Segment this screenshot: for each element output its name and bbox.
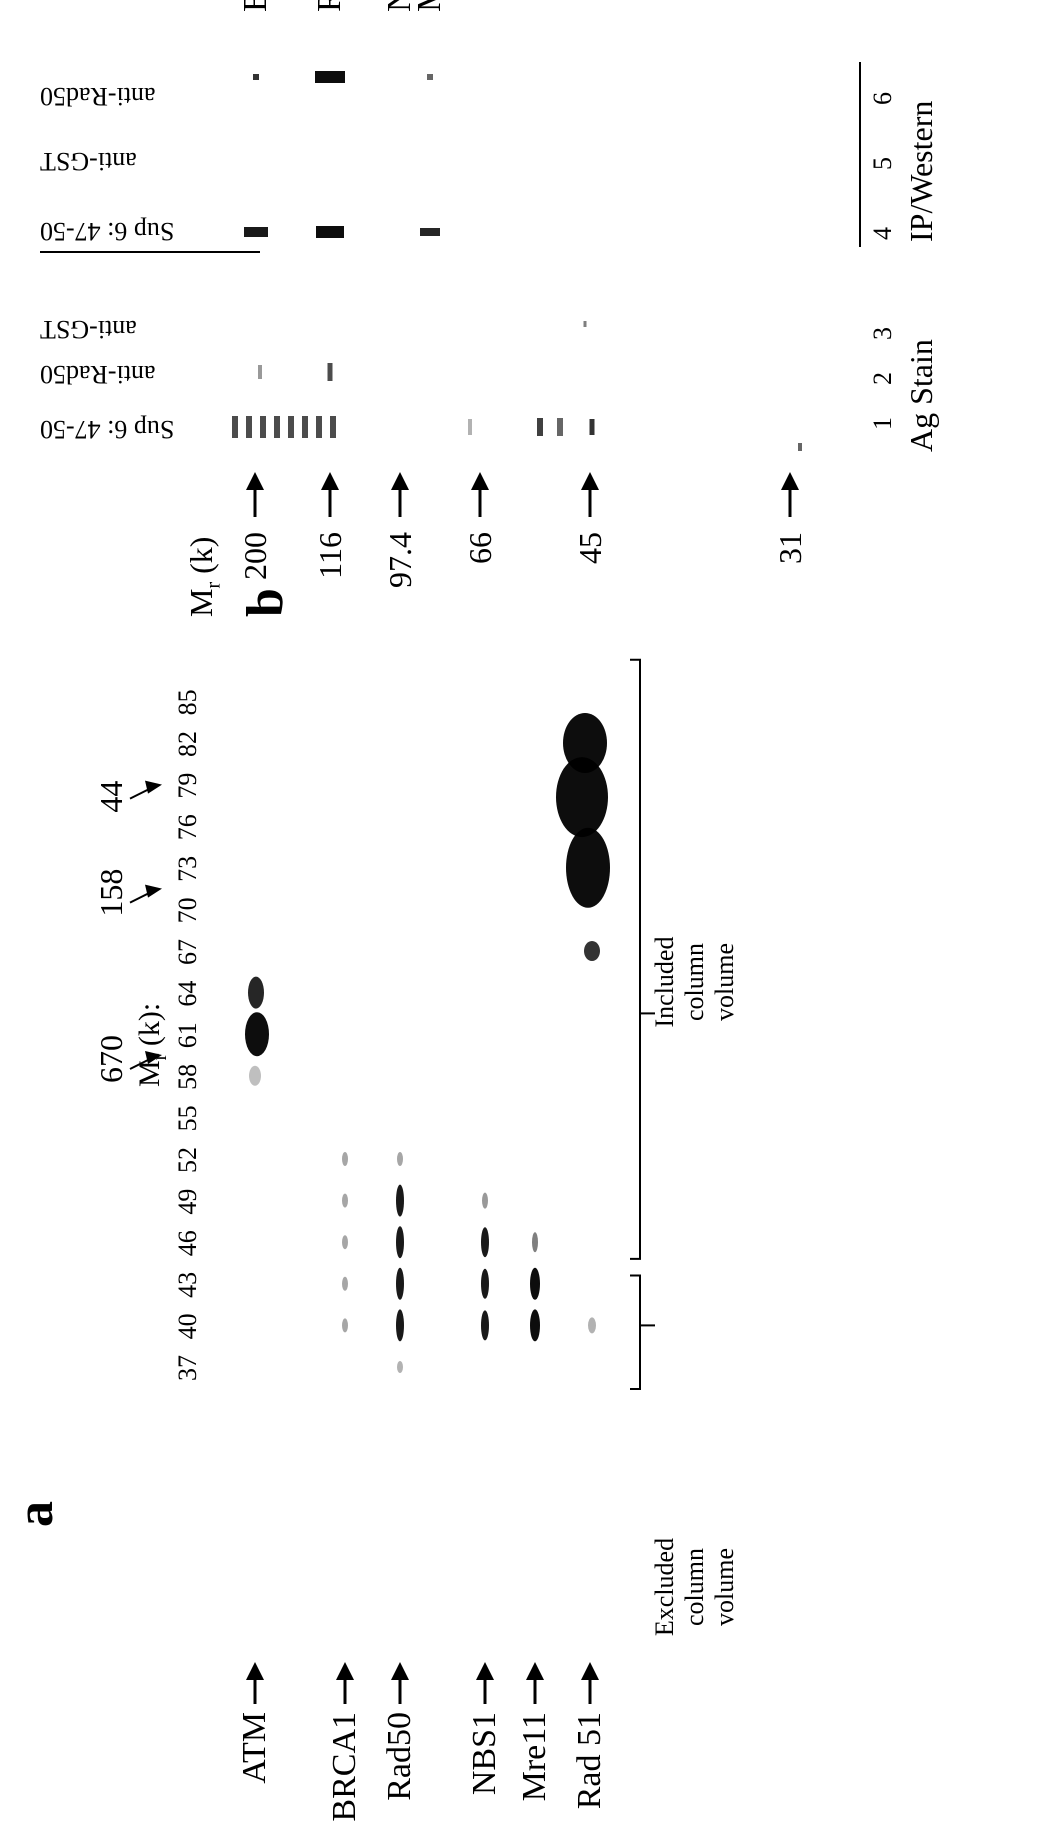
- band: [246, 416, 252, 438]
- band: [315, 71, 345, 83]
- protein-arrow-a: [581, 1662, 599, 1704]
- size-marker-arrow-a: [129, 1051, 162, 1070]
- band: [589, 419, 595, 435]
- size-marker-arrow-a: [129, 884, 162, 904]
- band: [342, 1152, 348, 1166]
- band: [316, 226, 344, 238]
- size-marker-arrow-b: [581, 472, 599, 517]
- band: [537, 418, 543, 436]
- band: [274, 416, 280, 438]
- band: [427, 74, 433, 80]
- protein-arrow-a: [476, 1662, 494, 1704]
- band: [245, 1012, 269, 1057]
- band: [566, 827, 610, 908]
- band: [482, 1192, 488, 1209]
- size-marker-arrow-b: [321, 472, 339, 517]
- column-volume-brackets: [630, 658, 655, 1390]
- band: [481, 1310, 489, 1341]
- band: [258, 365, 262, 379]
- band: [288, 416, 294, 438]
- band: [556, 757, 608, 838]
- protein-arrow-a: [391, 1662, 409, 1704]
- band: [397, 1361, 403, 1373]
- band: [342, 1318, 348, 1333]
- band: [481, 1227, 489, 1258]
- band: [249, 1065, 261, 1086]
- band: [798, 443, 802, 451]
- band: [557, 418, 563, 436]
- band: [530, 1309, 540, 1342]
- band: [396, 1184, 404, 1217]
- band: [468, 419, 472, 435]
- band: [396, 1226, 404, 1259]
- band: [327, 363, 333, 381]
- size-marker-arrow-b: [781, 472, 799, 517]
- band: [260, 416, 266, 438]
- band: [530, 1267, 540, 1300]
- protein-arrow-a: [336, 1662, 354, 1704]
- band: [316, 416, 322, 438]
- band: [481, 1268, 489, 1299]
- size-marker-arrow-a: [129, 780, 162, 800]
- band: [342, 1235, 348, 1250]
- size-marker-arrow-b: [391, 472, 409, 517]
- band: [532, 1232, 538, 1253]
- band: [248, 976, 264, 1009]
- band: [584, 941, 600, 961]
- band: [397, 1152, 403, 1166]
- band: [588, 1317, 596, 1334]
- band: [396, 1309, 404, 1342]
- band: [232, 416, 238, 438]
- band: [302, 416, 308, 438]
- band: [330, 416, 336, 438]
- band: [420, 228, 440, 236]
- band: [563, 713, 607, 773]
- band: [253, 74, 259, 80]
- band: [396, 1267, 404, 1300]
- size-marker-arrow-b: [471, 472, 489, 517]
- band: [244, 227, 268, 237]
- band: [583, 321, 587, 327]
- size-marker-arrow-b: [246, 472, 264, 517]
- band: [342, 1193, 348, 1208]
- band: [342, 1276, 348, 1291]
- protein-arrow-a: [526, 1662, 544, 1704]
- protein-arrow-a: [246, 1662, 264, 1704]
